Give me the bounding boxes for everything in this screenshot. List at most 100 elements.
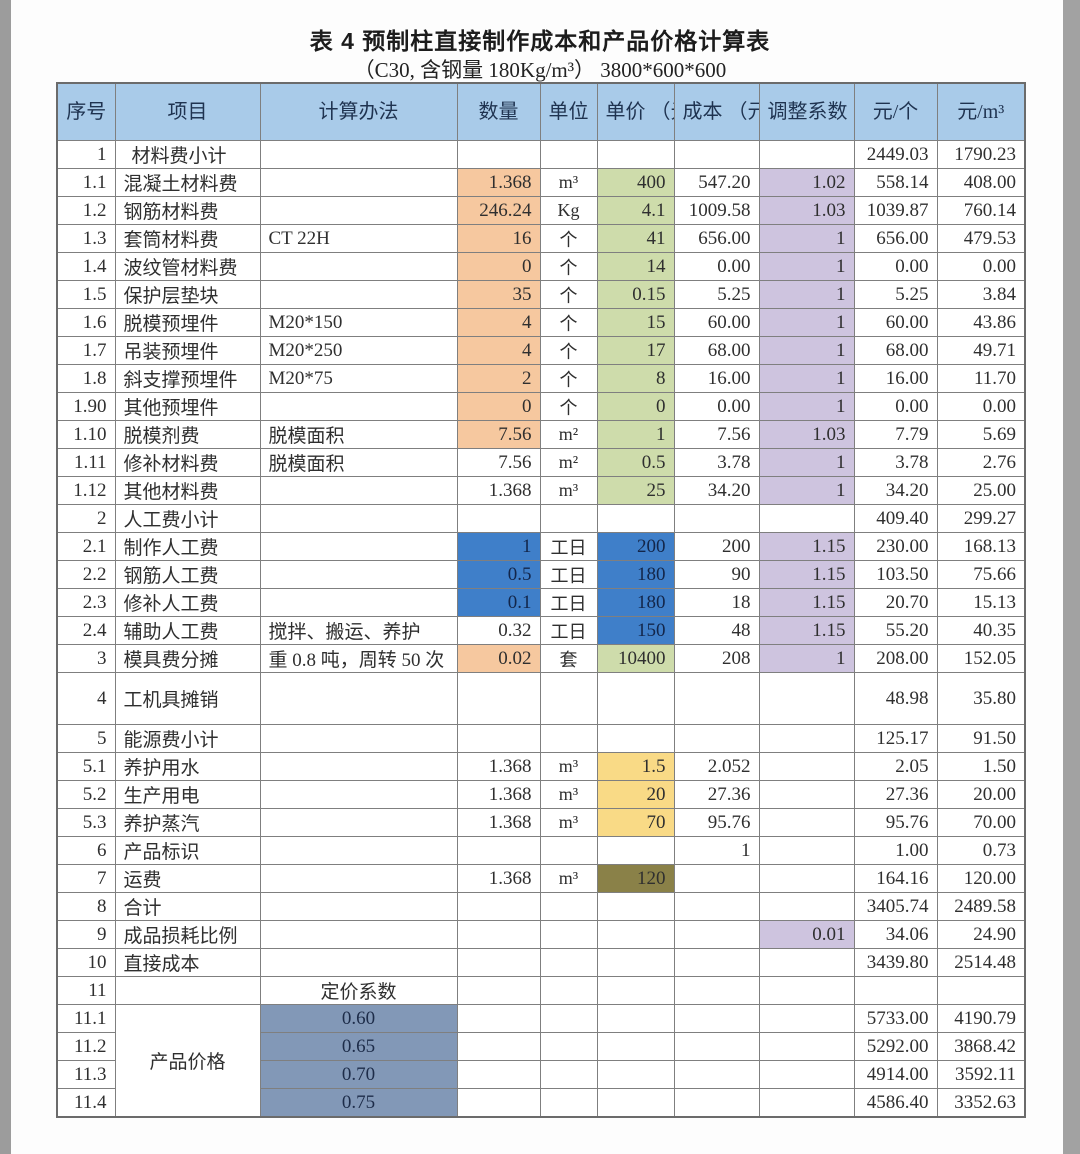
table-row: 3 模具费分摊重 0.8 吨，周转 50 次 0.02 套 10400 208 1 208.0… [56, 644, 1026, 673]
cell-per_piece: 68.00 [853, 336, 938, 365]
cell-item: 养护蒸汽 [114, 808, 261, 837]
cell-adj: 1.02 [758, 168, 855, 197]
cell-unit: 个 [539, 392, 598, 421]
cell-method [259, 280, 458, 309]
cell-per_piece: 164.16 [853, 864, 938, 893]
cell-adj [758, 948, 855, 977]
cell-price: 180 [596, 588, 675, 617]
cell-no: 7 [56, 864, 116, 893]
cell-per_m3: 2489.58 [936, 892, 1026, 921]
scan-edge-left [0, 0, 11, 1154]
cell-cost: 1009.58 [673, 196, 760, 225]
cell-unit: 个 [539, 252, 598, 281]
cell-cost: 208 [673, 644, 760, 673]
cell-unit: 工日 [539, 532, 598, 561]
cell-no: 1.90 [56, 392, 116, 421]
cell-qty [456, 504, 541, 533]
cell-price [596, 140, 675, 169]
table-row: 11.4 0.75 4586.40 3352.63 [56, 1088, 1026, 1118]
cell-no: 1.10 [56, 420, 116, 449]
cell-item: 修补人工费 [114, 588, 261, 617]
table-row: 1.4 波纹管材料费 0 个 14 0.00 1 0.00 0.00 [56, 252, 1026, 281]
cell-adj: 1 [758, 308, 855, 337]
cell-unit: 个 [539, 364, 598, 393]
cell-price [596, 1004, 675, 1033]
cell-per_piece [853, 976, 938, 1005]
cell-per_m3: 299.27 [936, 504, 1026, 533]
cell-method: 0.75 [259, 1088, 458, 1118]
cell-adj [758, 724, 855, 753]
cell-qty: 1 [456, 532, 541, 561]
cell-price: 0 [596, 392, 675, 421]
cell-item: 材料费小计 [114, 140, 261, 169]
cell-per_m3: 3868.42 [936, 1032, 1026, 1061]
cell-qty [456, 948, 541, 977]
cell-price: 15 [596, 308, 675, 337]
cell-price: 120 [596, 864, 675, 893]
cell-per_m3: 20.00 [936, 780, 1026, 809]
cell-no: 5 [56, 724, 116, 753]
cell-cost [673, 1060, 760, 1089]
cell-per_piece: 3405.74 [853, 892, 938, 921]
cell-no: 1 [56, 140, 116, 169]
cell-per_m3: 70.00 [936, 808, 1026, 837]
cell-cost: 48 [673, 616, 760, 645]
table-row: 5.3 养护蒸汽 1.368 m³ 70 95.76 95.76 70.00 [56, 808, 1026, 837]
cell-adj [758, 780, 855, 809]
cell-item: 脱模预埋件 [114, 308, 261, 337]
cell-method [259, 588, 458, 617]
cell-method: M20*75 [259, 364, 458, 393]
cell-cost: 0.00 [673, 252, 760, 281]
cell-item: 产品标识 [114, 836, 261, 865]
cell-no: 2.1 [56, 532, 116, 561]
cell-per_piece: 230.00 [853, 532, 938, 561]
cell-per_m3: 91.50 [936, 724, 1026, 753]
cell-unit: m³ [539, 168, 598, 197]
cell-per_piece: 16.00 [853, 364, 938, 393]
cell-unit [539, 836, 598, 865]
cell-per_piece: 656.00 [853, 224, 938, 253]
cell-method: 重 0.8 吨，周转 50 次 [259, 644, 458, 673]
cell-adj: 1.15 [758, 616, 855, 645]
cell-per_m3: 11.70 [936, 364, 1026, 393]
cell-price: 150 [596, 616, 675, 645]
cell-per_m3: 3352.63 [936, 1088, 1026, 1118]
cell-method: M20*150 [259, 308, 458, 337]
cell-qty: 1.368 [456, 476, 541, 505]
cell-no: 9 [56, 920, 116, 949]
table-row: 8 合计 3405.74 2489.58 [56, 892, 1026, 921]
cell-per_m3: 75.66 [936, 560, 1026, 589]
cell-unit: m³ [539, 808, 598, 837]
cell-qty: 0 [456, 392, 541, 421]
cell-per_m3: 25.00 [936, 476, 1026, 505]
cell-qty: 1.368 [456, 168, 541, 197]
cell-method: 搅拌、搬运、养护 [259, 616, 458, 645]
cell-method [259, 672, 458, 725]
table-row: 1.12 其他材料费 1.368 m³ 25 34.20 1 34.20 25.00 [56, 476, 1026, 505]
cell-cost: 60.00 [673, 308, 760, 337]
cell-unit: Kg [539, 196, 598, 225]
cell-per_m3: 1.50 [936, 752, 1026, 781]
cell-unit: 工日 [539, 560, 598, 589]
cell-item: 套筒材料费 [114, 224, 261, 253]
column-header-unit: 单位 [539, 82, 598, 141]
cell-item: 成品损耗比例 [114, 920, 261, 949]
cell-per_piece: 1039.87 [853, 196, 938, 225]
cell-item: 直接成本 [114, 948, 261, 977]
table-row: 10 直接成本 3439.80 2514.48 [56, 948, 1026, 977]
table-row: 5.1 养护用水 1.368 m³ 1.5 2.052 2.05 1.50 [56, 752, 1026, 781]
cell-adj: 1 [758, 364, 855, 393]
cell-per_m3: 4190.79 [936, 1004, 1026, 1033]
cell-method: 0.60 [259, 1004, 458, 1033]
cell-per_piece: 5.25 [853, 280, 938, 309]
cell-cost [673, 892, 760, 921]
cell-adj [758, 864, 855, 893]
cell-method: 0.70 [259, 1060, 458, 1089]
cell-qty: 1.368 [456, 780, 541, 809]
cell-price: 25 [596, 476, 675, 505]
page-subtitle: （C30, 含钢量 180Kg/m³） 3800*600*600 [353, 58, 727, 82]
cell-cost [673, 672, 760, 725]
cell-method [259, 724, 458, 753]
cell-method [259, 864, 458, 893]
cell-no: 1.2 [56, 196, 116, 225]
